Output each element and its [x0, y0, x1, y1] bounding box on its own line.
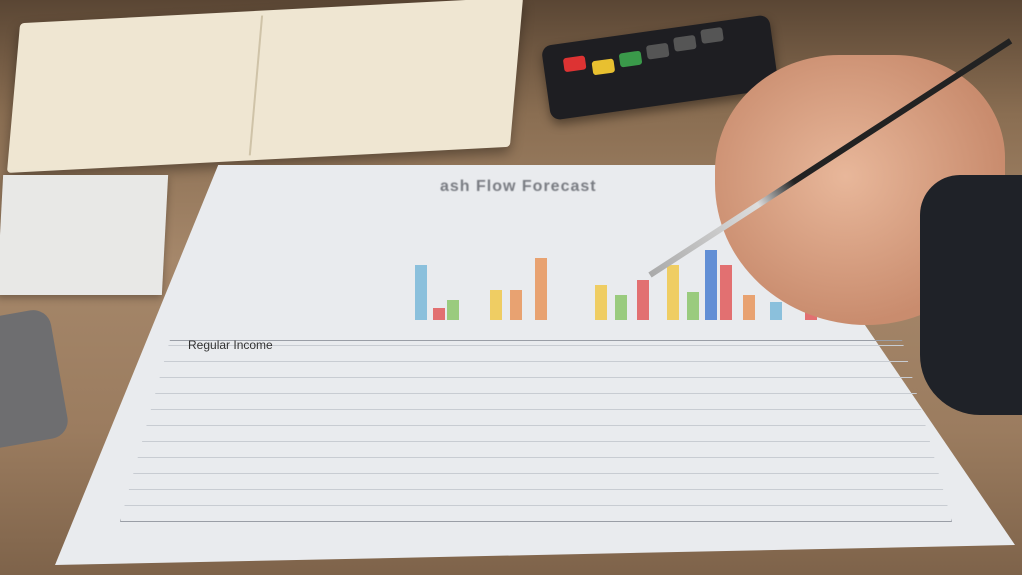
- chart-bar: [667, 265, 679, 320]
- chart-bar: [720, 265, 732, 320]
- chart-bar: [770, 302, 782, 320]
- chart-bar: [637, 280, 649, 320]
- chart-bar: [615, 295, 627, 320]
- chart-bar: [743, 295, 755, 320]
- chart-bar: [510, 290, 522, 320]
- receipt-icon: [0, 175, 169, 295]
- sleeve: [920, 175, 1022, 415]
- chart-bar: [705, 250, 717, 320]
- chart-bar: [535, 258, 547, 320]
- bar-chart: [375, 212, 855, 332]
- calculator-icon: [0, 307, 71, 453]
- chart-bar: [447, 300, 459, 320]
- chart-bar: [687, 292, 699, 320]
- sheet-title: ash Flow Forecast: [440, 178, 597, 195]
- chart-bar: [415, 265, 427, 320]
- chart-bar: [433, 308, 445, 320]
- notebook: [6, 0, 524, 173]
- chart-bar: [595, 285, 607, 320]
- table-heading: Regular Income: [188, 338, 273, 352]
- income-table: [120, 340, 952, 522]
- chart-bar: [490, 290, 502, 320]
